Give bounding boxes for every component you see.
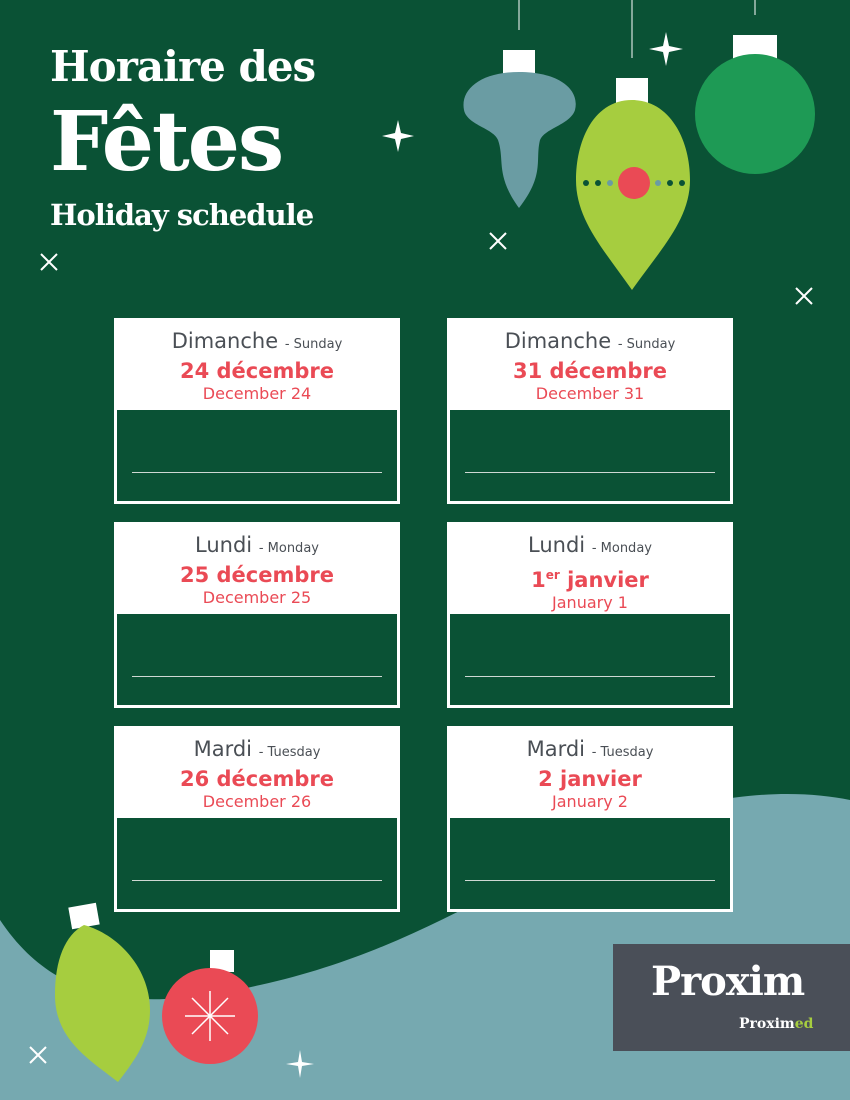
logo-sub-a: Proxim — [739, 1016, 795, 1032]
day-fr: Dimanche — [504, 329, 612, 353]
date-fr: 2 janvier — [447, 766, 733, 792]
ornament-red-icon — [162, 950, 258, 1064]
day-name: Mardi - Tuesday — [447, 726, 733, 766]
card-header: Dimanche - Sunday 24 décembre December 2… — [114, 318, 400, 408]
day-en: - Sunday — [617, 337, 676, 352]
day-en: - Sunday — [284, 337, 343, 352]
card-header: Lundi - Monday 1er janvier January 1 — [447, 522, 733, 612]
date-fr-text: 25 décembre — [179, 563, 334, 587]
hours-box — [450, 410, 730, 501]
date-fr: 31 décembre — [447, 358, 733, 384]
date-en: December 31 — [535, 384, 645, 403]
logo-brand: Proxim — [651, 958, 805, 1005]
day-name: Dimanche - Sunday — [114, 318, 400, 358]
hours-line — [132, 880, 382, 881]
date-fr-rest: janvier — [559, 568, 649, 592]
day-en: - Tuesday — [258, 745, 321, 760]
hours-line — [465, 676, 715, 677]
ornament-lime-icon — [576, 78, 690, 290]
day-en: - Tuesday — [591, 745, 654, 760]
card-header: Lundi - Monday 25 décembre December 25 — [114, 522, 400, 612]
card-header: Mardi - Tuesday 26 décembre December 26 — [114, 726, 400, 816]
day-card: Mardi - Tuesday 26 décembre December 26 — [114, 726, 400, 912]
hours-line — [132, 472, 382, 473]
date-en: January 1 — [552, 593, 628, 612]
card-header: Dimanche - Sunday 31 décembre December 3… — [447, 318, 733, 408]
date-fr: 1er janvier — [447, 562, 733, 593]
day-name: Lundi - Monday — [447, 522, 733, 562]
hours-box — [450, 818, 730, 909]
day-fr: Lundi — [195, 533, 253, 557]
day-name: Dimanche - Sunday — [447, 318, 733, 358]
day-name: Mardi - Tuesday — [114, 726, 400, 766]
title-line-2: Fêtes — [50, 94, 284, 190]
day-en: - Monday — [591, 541, 652, 556]
hours-line — [465, 472, 715, 473]
hours-box — [117, 818, 397, 909]
day-fr: Mardi — [193, 737, 252, 761]
hours-line — [465, 880, 715, 881]
day-fr: Dimanche — [171, 329, 279, 353]
day-card: Lundi - Monday 1er janvier January 1 — [447, 522, 733, 708]
day-name: Lundi - Monday — [114, 522, 400, 562]
subtitle: Holiday schedule — [50, 198, 314, 232]
date-en: January 2 — [552, 792, 628, 811]
day-card: Dimanche - Sunday 24 décembre December 2… — [114, 318, 400, 504]
hours-line — [132, 676, 382, 677]
date-fr-text: 24 décembre — [179, 359, 334, 383]
day-card: Dimanche - Sunday 31 décembre December 3… — [447, 318, 733, 504]
date-fr-text: 1 — [531, 568, 546, 592]
proxim-logo: Proxim Proximed — [613, 944, 850, 1051]
date-fr-sup: er — [545, 568, 560, 582]
date-en: December 24 — [202, 384, 312, 403]
day-en: - Monday — [258, 541, 319, 556]
cross-star-icon — [29, 232, 813, 1064]
ornament-teal-icon — [463, 50, 576, 208]
date-en: December 25 — [202, 588, 312, 607]
ornament-green-icon — [695, 35, 815, 174]
day-card: Lundi - Monday 25 décembre December 25 — [114, 522, 400, 708]
logo-sub: Proximed — [739, 1016, 813, 1032]
date-en: December 26 — [202, 792, 312, 811]
hours-box — [450, 614, 730, 705]
ornament-icon — [518, 0, 756, 58]
date-fr-text: 2 janvier — [538, 767, 642, 791]
ornament-lime-bottom-icon — [55, 902, 150, 1082]
day-fr: Lundi — [528, 533, 586, 557]
day-fr: Mardi — [526, 737, 585, 761]
card-header: Mardi - Tuesday 2 janvier January 2 — [447, 726, 733, 816]
date-fr-text: 31 décembre — [512, 359, 667, 383]
hours-box — [117, 614, 397, 705]
date-fr-text: 26 décembre — [179, 767, 334, 791]
hours-box — [117, 410, 397, 501]
date-fr: 25 décembre — [114, 562, 400, 588]
logo-sub-b: ed — [794, 1016, 814, 1032]
title-line-1: Horaire des — [50, 42, 316, 91]
date-fr: 26 décembre — [114, 766, 400, 792]
day-card: Mardi - Tuesday 2 janvier January 2 — [447, 726, 733, 912]
date-fr: 24 décembre — [114, 358, 400, 384]
sparkle-icon — [286, 32, 683, 1078]
